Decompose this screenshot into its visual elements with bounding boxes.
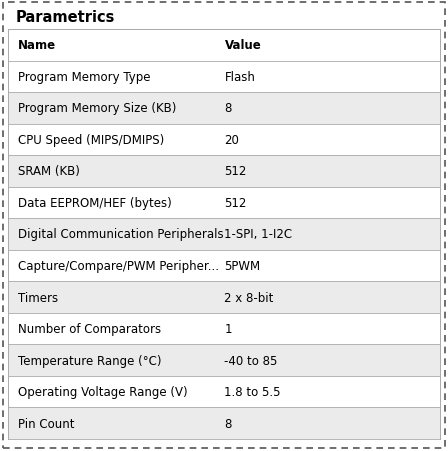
Text: Pin Count: Pin Count (18, 417, 74, 430)
Text: SRAM (KB): SRAM (KB) (18, 165, 80, 178)
Bar (8, 187, 440, 219)
Text: Program Memory Size (KB): Program Memory Size (KB) (18, 102, 177, 115)
Bar (8, 376, 440, 408)
Text: Capture/Compare/PWM Peripher...: Capture/Compare/PWM Peripher... (18, 259, 219, 272)
Bar (8, 408, 440, 439)
Text: Data EEPROM/HEF (bytes): Data EEPROM/HEF (bytes) (18, 197, 172, 210)
Bar (8, 61, 440, 93)
Text: Number of Comparators: Number of Comparators (18, 322, 161, 336)
Text: 2 x 8-bit: 2 x 8-bit (224, 291, 274, 304)
Text: Value: Value (224, 39, 261, 52)
Text: 1-SPI, 1-I2C: 1-SPI, 1-I2C (224, 228, 293, 241)
Text: 512: 512 (224, 165, 247, 178)
Text: Temperature Range (°C): Temperature Range (°C) (18, 354, 161, 367)
Text: 512: 512 (224, 197, 247, 210)
Text: 8: 8 (224, 102, 232, 115)
Bar (8, 124, 440, 156)
Text: Name: Name (18, 39, 56, 52)
Bar (8, 156, 440, 187)
Bar (8, 345, 440, 376)
Text: Parametrics: Parametrics (16, 10, 116, 25)
Bar (8, 282, 440, 313)
Text: Program Memory Type: Program Memory Type (18, 71, 151, 83)
Text: 5PWM: 5PWM (224, 259, 261, 272)
Bar (8, 219, 440, 250)
Text: 1: 1 (224, 322, 232, 336)
Text: 8: 8 (224, 417, 232, 430)
Text: Digital Communication Peripherals: Digital Communication Peripherals (18, 228, 224, 241)
Text: 20: 20 (224, 133, 239, 147)
Bar (8, 93, 440, 124)
Text: Timers: Timers (18, 291, 58, 304)
Bar (8, 30, 440, 61)
Text: CPU Speed (MIPS/DMIPS): CPU Speed (MIPS/DMIPS) (18, 133, 164, 147)
Text: -40 to 85: -40 to 85 (224, 354, 278, 367)
Text: Flash: Flash (224, 71, 255, 83)
Bar (8, 5, 440, 30)
Bar (8, 313, 440, 345)
Text: Operating Voltage Range (V): Operating Voltage Range (V) (18, 385, 188, 398)
Bar (8, 250, 440, 282)
Text: 1.8 to 5.5: 1.8 to 5.5 (224, 385, 281, 398)
